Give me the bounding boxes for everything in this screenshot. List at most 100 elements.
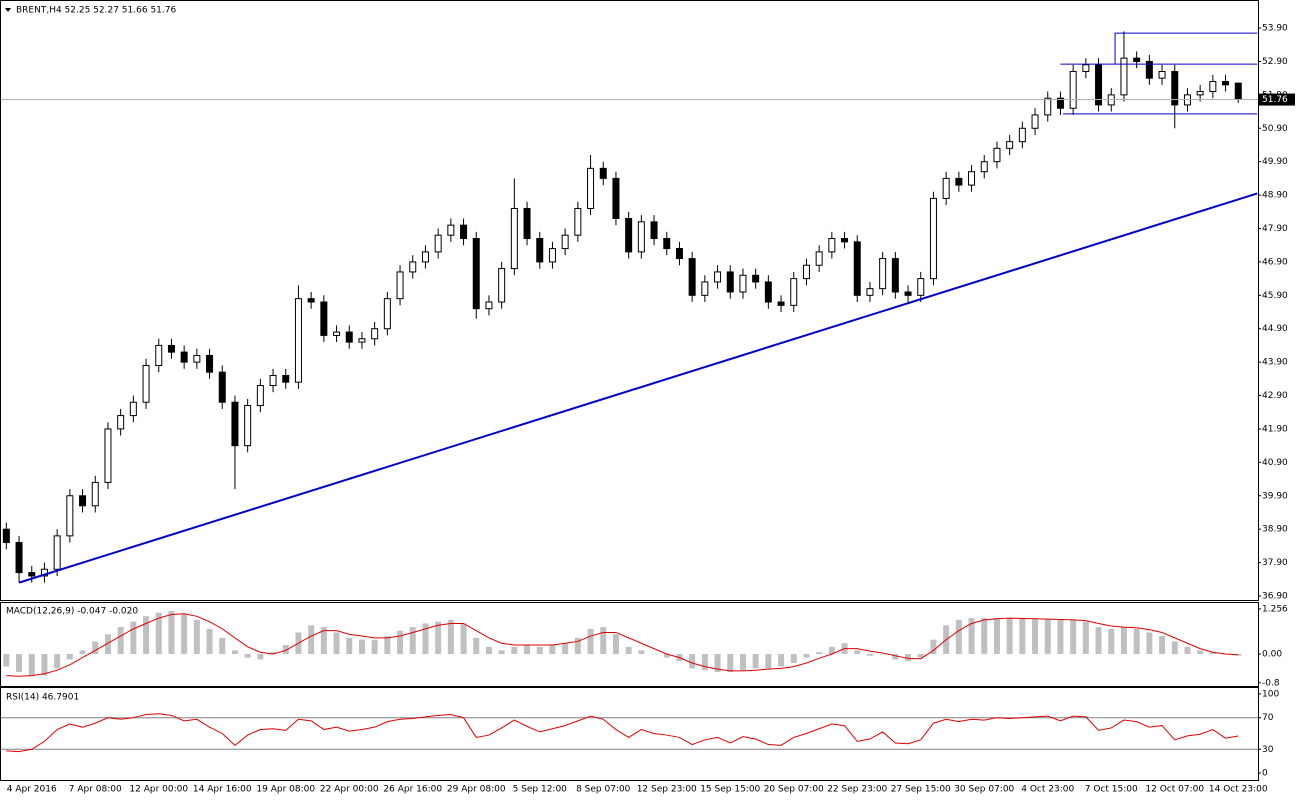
macd-bar (1082, 621, 1089, 655)
candle-body (244, 405, 252, 447)
candle-body (536, 238, 544, 263)
main-panel (0, 0, 1259, 601)
x-tick-label: 22 Apr 00:00 (320, 785, 379, 795)
y-tick-label: 41.90 (1262, 424, 1288, 434)
macd-bar (397, 630, 404, 655)
current-price-label: 51.76 (1262, 95, 1288, 105)
macd-bar (1235, 654, 1242, 656)
plot-area (1, 713, 1258, 753)
candle-body (117, 415, 125, 430)
y-tick-label: 1.256 (1262, 604, 1288, 614)
x-tick-label: 12 Sep 23:00 (637, 785, 697, 795)
candle-body (421, 251, 429, 263)
candle-body (523, 207, 531, 240)
macd-bar (1171, 641, 1178, 655)
macd-bar (1057, 619, 1064, 655)
candle-body (625, 217, 633, 253)
macd-bar (1133, 628, 1140, 655)
candle-body (815, 251, 823, 266)
macd-bar (28, 654, 35, 677)
macd-bar (905, 654, 912, 662)
macd-bar (816, 652, 823, 655)
candle-body (993, 147, 1001, 163)
candle-body (91, 481, 99, 507)
trendline (18, 192, 1258, 584)
candle-body (891, 258, 899, 293)
x-tick-label: 4 Apr 2016 (7, 785, 57, 795)
chart-title: BRENT,H4 52.25 52.27 51.66 51.76 (16, 6, 176, 16)
candle-body (218, 371, 226, 403)
macd-bar (333, 632, 340, 655)
macd-bar (447, 619, 454, 655)
macd-bar (54, 654, 61, 669)
candle-body (942, 177, 950, 199)
candle-body (802, 264, 810, 280)
y-tick-label: 52.90 (1262, 57, 1288, 67)
candle-body (675, 248, 683, 260)
candle-body (282, 374, 290, 383)
candle-body (1158, 70, 1166, 79)
y-tick-label: 43.90 (1262, 358, 1288, 368)
candle-body (929, 197, 937, 280)
macd-bar (282, 645, 289, 655)
macd-bar (866, 654, 873, 656)
x-tick-label: 8 Sep 07:00 (576, 785, 631, 795)
y-tick-label: 37.90 (1262, 558, 1288, 568)
macd-bar (524, 645, 531, 655)
candle-body (333, 331, 341, 336)
y-tick-label: 36.90 (1262, 591, 1288, 601)
macd-bar (143, 616, 150, 655)
x-tick-label: 15 Sep 15:00 (700, 785, 760, 795)
candle-body (752, 274, 760, 283)
y-tick-label: 40.90 (1262, 458, 1288, 468)
macd-bar (1184, 646, 1191, 655)
candle-body (1234, 82, 1242, 101)
candle-body (104, 428, 112, 483)
candle-body (396, 271, 404, 300)
macd-bar (612, 634, 619, 655)
macd-bar (168, 610, 175, 655)
macd-bar (879, 654, 886, 655)
macd-bar (765, 654, 772, 669)
trendline (1114, 32, 1258, 65)
macd-bar (409, 627, 416, 655)
candle-body (231, 401, 239, 447)
candle-body (841, 238, 849, 243)
macd-bar (981, 618, 988, 655)
macd-bar (828, 646, 835, 655)
macd-bar (1019, 618, 1026, 655)
candle-body (955, 177, 963, 186)
candle-body (294, 298, 302, 383)
candle-body (40, 568, 48, 577)
candle-body (917, 278, 925, 296)
macd-bar (41, 654, 48, 676)
candle-body (371, 328, 379, 340)
macd-bar (663, 654, 670, 658)
macd-bar (892, 654, 899, 660)
candle-body (155, 344, 163, 366)
x-tick-label: 22 Sep 23:00 (827, 785, 887, 795)
macd-bar (727, 654, 734, 672)
macd-bar (1032, 619, 1039, 655)
candle-body (383, 298, 391, 330)
candle-body (548, 248, 556, 263)
macd-bar (117, 627, 124, 655)
macd-bar (854, 650, 861, 655)
macd-bar (384, 636, 391, 655)
candle-body (790, 278, 798, 306)
x-tick-label: 5 Sep 12:00 (513, 785, 568, 795)
candle-body (866, 288, 874, 296)
candle-body (320, 301, 328, 336)
macd-bar (993, 618, 1000, 655)
rsi-title: RSI(14) 46.7901 (6, 693, 79, 703)
macd-bar (1006, 618, 1013, 655)
candle-body (1056, 97, 1064, 109)
y-tick-label: 0 (1262, 768, 1268, 778)
candle-body (828, 238, 836, 253)
macd-bar (231, 650, 238, 655)
macd-bar (1120, 627, 1127, 655)
rsi-panel (0, 687, 1259, 781)
x-tick-label: 27 Sep 15:00 (891, 785, 951, 795)
candle-body (688, 258, 696, 296)
